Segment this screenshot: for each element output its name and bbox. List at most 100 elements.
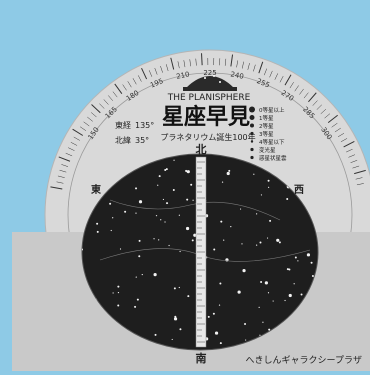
direction-south: 南 bbox=[196, 351, 207, 365]
star bbox=[245, 339, 246, 340]
star bbox=[259, 307, 260, 308]
star bbox=[253, 174, 254, 175]
star bbox=[241, 243, 242, 244]
star bbox=[289, 294, 292, 297]
star bbox=[240, 208, 241, 209]
star bbox=[158, 239, 159, 240]
star bbox=[222, 182, 223, 183]
star bbox=[294, 283, 295, 284]
star bbox=[112, 217, 113, 218]
star bbox=[213, 313, 215, 315]
star bbox=[138, 255, 140, 257]
star bbox=[192, 239, 194, 241]
star bbox=[134, 306, 136, 308]
star bbox=[259, 241, 261, 243]
star bbox=[187, 295, 189, 297]
star bbox=[268, 187, 269, 188]
star bbox=[174, 317, 177, 320]
star bbox=[227, 172, 230, 175]
star bbox=[179, 287, 180, 288]
star bbox=[136, 276, 137, 277]
legend-marker bbox=[250, 124, 254, 128]
star bbox=[261, 194, 262, 195]
star bbox=[256, 213, 257, 214]
longitude-value: 135° bbox=[135, 121, 154, 130]
star bbox=[185, 170, 187, 172]
star bbox=[268, 329, 270, 331]
longitude-label: 東経 bbox=[115, 120, 131, 130]
star bbox=[279, 241, 281, 243]
star bbox=[268, 292, 269, 293]
star bbox=[97, 231, 99, 233]
star bbox=[301, 294, 303, 296]
star bbox=[96, 223, 98, 225]
star bbox=[295, 257, 297, 259]
legend-marker bbox=[250, 156, 253, 159]
star bbox=[242, 269, 245, 272]
star bbox=[180, 251, 181, 252]
star bbox=[208, 316, 210, 318]
star bbox=[179, 328, 181, 330]
star bbox=[220, 221, 222, 223]
direction-west: 西 bbox=[294, 184, 304, 196]
legend-marker bbox=[250, 132, 253, 135]
star bbox=[276, 239, 279, 242]
legend-label: 3等星 bbox=[259, 130, 274, 138]
star bbox=[164, 221, 165, 222]
star bbox=[307, 253, 310, 256]
page-title: 星座早見 bbox=[162, 104, 250, 130]
star bbox=[139, 240, 141, 242]
star bbox=[111, 230, 112, 231]
star bbox=[159, 175, 161, 177]
legend-marker bbox=[249, 107, 255, 113]
star bbox=[172, 339, 173, 340]
star bbox=[244, 323, 246, 325]
star bbox=[265, 281, 268, 284]
star bbox=[109, 203, 111, 205]
star bbox=[120, 248, 121, 249]
star bbox=[262, 322, 263, 323]
star bbox=[273, 300, 274, 301]
star bbox=[117, 304, 119, 306]
legend-marker bbox=[250, 115, 255, 120]
star bbox=[142, 274, 143, 275]
legend-label: 0等星以上 bbox=[259, 106, 285, 114]
star bbox=[118, 292, 119, 293]
star bbox=[155, 334, 157, 336]
star bbox=[228, 170, 230, 172]
star bbox=[215, 331, 218, 334]
star bbox=[157, 185, 158, 186]
latitude-value: 35° bbox=[135, 136, 149, 145]
star bbox=[154, 273, 157, 276]
star bbox=[187, 170, 190, 173]
star bbox=[267, 237, 268, 238]
star bbox=[284, 300, 285, 301]
star bbox=[190, 184, 192, 186]
star bbox=[124, 211, 126, 213]
star bbox=[256, 245, 257, 246]
star bbox=[113, 292, 114, 293]
star bbox=[186, 227, 189, 230]
star bbox=[269, 220, 271, 222]
star bbox=[192, 200, 193, 201]
star bbox=[259, 335, 260, 336]
star bbox=[135, 212, 136, 213]
star bbox=[156, 215, 157, 216]
star bbox=[297, 260, 298, 261]
star bbox=[220, 342, 222, 344]
star bbox=[219, 283, 221, 285]
star bbox=[223, 240, 224, 241]
latitude-label: 北緯 bbox=[115, 135, 131, 145]
star bbox=[117, 286, 119, 288]
direction-east: 東 bbox=[91, 183, 101, 196]
legend-label: 1等星 bbox=[259, 114, 274, 122]
star bbox=[186, 199, 188, 201]
star bbox=[163, 199, 164, 200]
legend-marker bbox=[251, 140, 253, 142]
star bbox=[135, 187, 137, 189]
direction-north: 北 bbox=[196, 142, 207, 156]
legend-label: 2等星 bbox=[259, 122, 274, 130]
star bbox=[137, 299, 139, 301]
